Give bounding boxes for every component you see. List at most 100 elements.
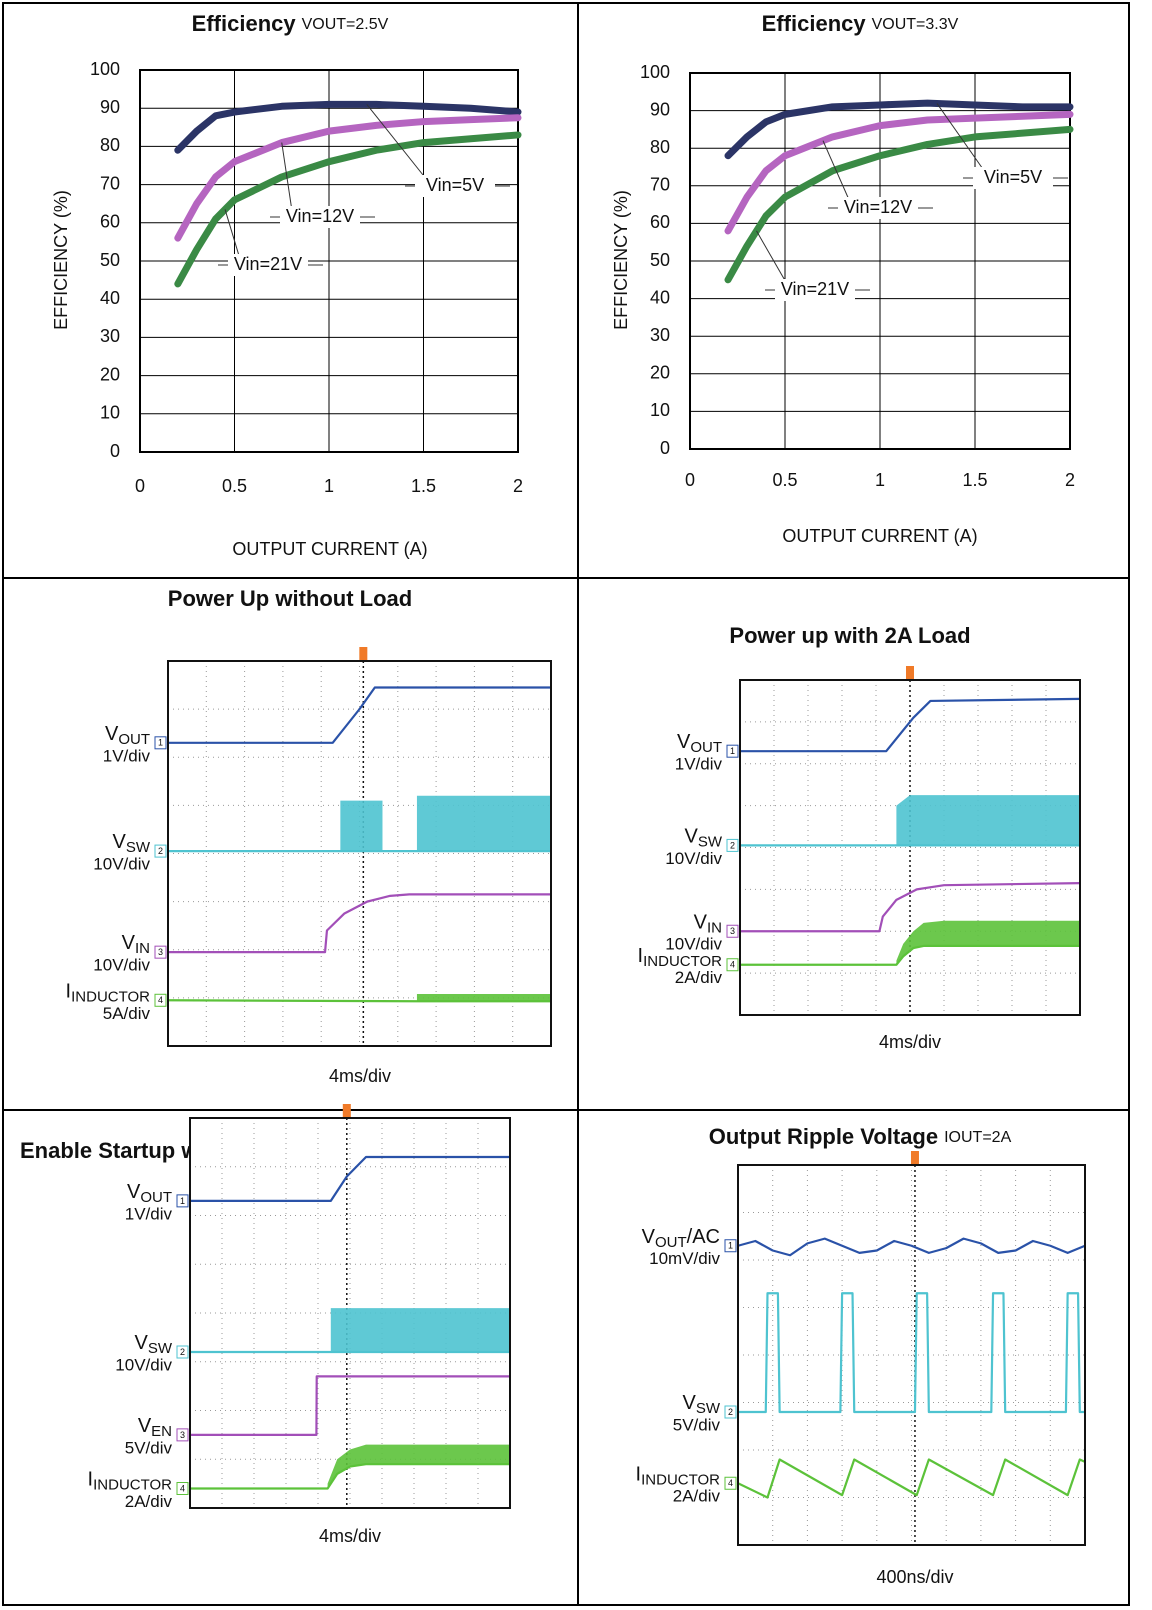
channel-scale: 10V/div	[665, 935, 722, 954]
y-tick-label: 40	[650, 287, 670, 307]
x-axis-label: OUTPUT CURRENT (A)	[782, 526, 977, 546]
channel-scale: 2A/div	[125, 1492, 173, 1511]
x-tick-label: 1	[324, 476, 334, 496]
channel-label: VSW	[134, 1332, 172, 1357]
channel-number: 1	[728, 1241, 733, 1251]
channel-scale: 10mV/div	[649, 1249, 720, 1268]
series-annotation: Vin=21V	[781, 279, 849, 299]
channel-symbol: V	[105, 723, 119, 745]
time-scale: 400ns/div	[876, 1567, 953, 1587]
channel-label: VOUT	[105, 723, 150, 748]
channel-scale: 1V/div	[125, 1204, 173, 1223]
y-tick-label: 20	[100, 364, 120, 384]
channel-scale: 5V/div	[125, 1438, 173, 1457]
y-tick-label: 70	[100, 173, 120, 193]
time-scale: 4ms/div	[329, 1066, 391, 1086]
channel-scale: 5V/div	[673, 1415, 721, 1434]
chart-title: EfficiencyVOUT=3.3V	[762, 11, 959, 36]
channel-number: 2	[158, 846, 163, 856]
channel-subscript: EN	[151, 1423, 172, 1440]
channel-number: 3	[730, 926, 735, 936]
channel-scale: 10V/div	[93, 956, 150, 975]
channel-subscript: OUT	[655, 1234, 687, 1251]
channel-number: 3	[158, 947, 163, 957]
channel-symbol: V	[138, 1415, 152, 1437]
channel-subscript: INDUCTOR	[93, 1476, 172, 1493]
y-axis-label: EFFICIENCY (%)	[611, 190, 631, 330]
series-annotation: Vin=12V	[844, 197, 912, 217]
y-tick-label: 30	[100, 326, 120, 346]
x-tick-label: 0.5	[222, 476, 247, 496]
channel-scale: 10V/div	[115, 1355, 172, 1374]
annotation-leader	[757, 231, 788, 284]
channel-symbol: V	[682, 1392, 696, 1414]
x-tick-label: 1.5	[411, 476, 436, 496]
channel-subscript: IN	[707, 919, 722, 936]
channel-scale: 2A/div	[675, 968, 723, 987]
channel-label: VIN	[122, 932, 150, 957]
channel-label: IINDUCTOR	[88, 1469, 173, 1494]
trigger-marker	[359, 647, 367, 661]
y-axis-label: EFFICIENCY (%)	[51, 190, 71, 330]
y-tick-label: 10	[650, 400, 670, 420]
channel-scale: 10V/div	[93, 855, 150, 874]
title-text: Power up with 2A Load	[729, 623, 970, 648]
channel-scale: 1V/div	[103, 746, 151, 765]
channel-suffix: /AC	[687, 1226, 720, 1248]
channel-subscript: INDUCTOR	[643, 953, 722, 970]
channel-scale: 5A/div	[103, 1004, 151, 1023]
time-scale: 4ms/div	[319, 1526, 381, 1546]
channel-number: 2	[730, 840, 735, 850]
channel-number: 4	[728, 1478, 733, 1488]
channel-symbol: V	[642, 1226, 656, 1248]
switching-band	[896, 795, 1080, 845]
y-tick-label: 0	[110, 441, 120, 461]
y-tick-label: 40	[100, 288, 120, 308]
channel-number: 1	[730, 746, 735, 756]
channel-subscript: SW	[696, 1400, 721, 1417]
channel-scale: 2A/div	[673, 1487, 721, 1506]
channel-number: 1	[158, 738, 163, 748]
channel-symbol: V	[112, 831, 126, 853]
y-tick-label: 80	[100, 135, 120, 155]
y-tick-label: 90	[650, 99, 670, 119]
title-text: Output Ripple Voltage	[709, 1124, 938, 1149]
y-tick-label: 100	[90, 59, 120, 79]
x-tick-label: 1	[875, 470, 885, 490]
channel-label: IINDUCTOR	[636, 1464, 721, 1489]
y-tick-label: 50	[100, 250, 120, 270]
channel-scale: 10V/div	[665, 849, 722, 868]
y-tick-label: 60	[650, 212, 670, 232]
channel-symbol: V	[677, 731, 691, 753]
title-text: Efficiency	[192, 11, 297, 36]
y-tick-label: 20	[650, 363, 670, 383]
datasheet-figure-table: EfficiencyVOUT=2.5V010203040506070809010…	[0, 0, 1152, 1610]
title-condition: VOUT=3.3V	[872, 16, 959, 33]
channel-subscript: OUT	[690, 739, 722, 756]
trigger-marker	[911, 1151, 919, 1165]
y-tick-label: 100	[640, 62, 670, 82]
x-tick-label: 0.5	[772, 470, 797, 490]
x-tick-label: 2	[513, 476, 523, 496]
channel-label: VOUT/AC	[642, 1226, 720, 1251]
y-tick-label: 10	[100, 403, 120, 423]
y-tick-label: 90	[100, 97, 120, 117]
channel-symbol: V	[134, 1332, 148, 1354]
channel-scale: 1V/div	[675, 755, 723, 774]
channel-number: 2	[180, 1347, 185, 1357]
channel-label: VOUT	[127, 1181, 172, 1206]
channel-number: 4	[180, 1483, 185, 1493]
channel-label: IINDUCTOR	[66, 981, 151, 1006]
channel-label: VSW	[112, 831, 150, 856]
channel-symbol: V	[122, 932, 136, 954]
series-annotation: Vin=12V	[286, 206, 354, 226]
x-tick-label: 0	[135, 476, 145, 496]
series-annotation: Vin=5V	[426, 175, 484, 195]
channel-label: VSW	[682, 1392, 720, 1417]
channel-label: VIN	[694, 912, 722, 937]
y-tick-label: 60	[100, 212, 120, 232]
switching-band	[331, 1308, 510, 1352]
x-axis-label: OUTPUT CURRENT (A)	[232, 539, 427, 559]
channel-subscript: OUT	[118, 731, 150, 748]
